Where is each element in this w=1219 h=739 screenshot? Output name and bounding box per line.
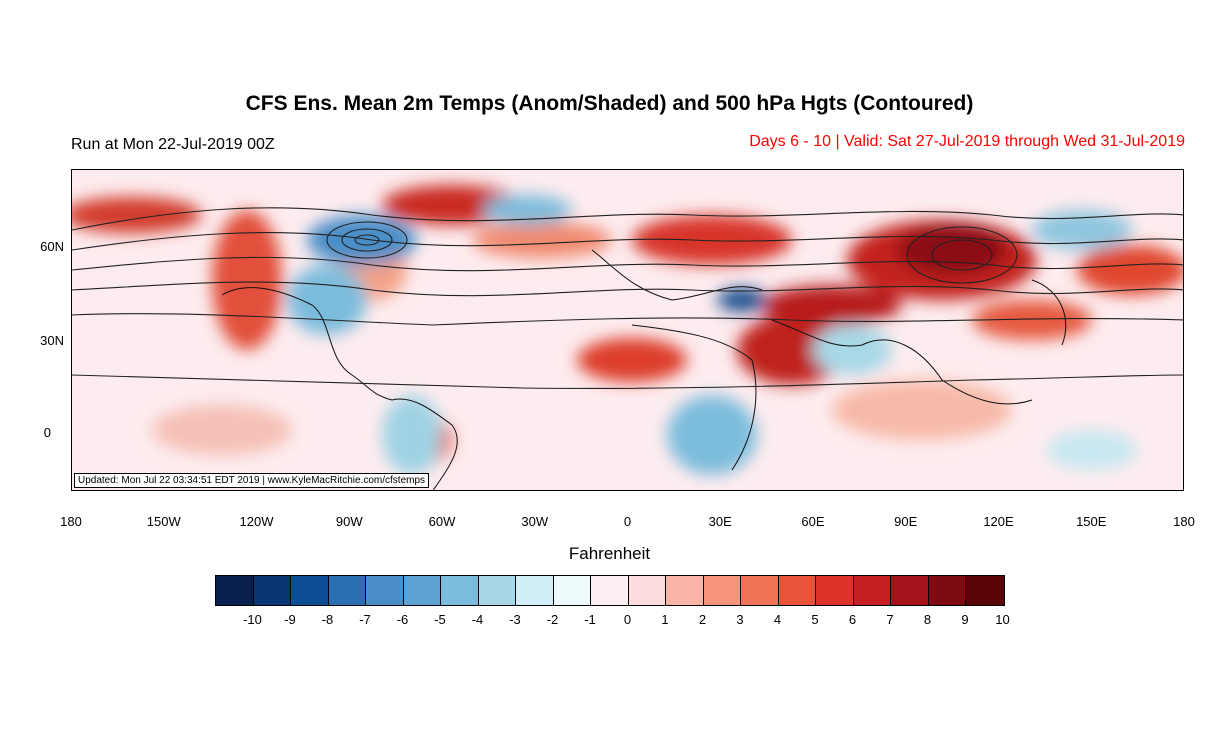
color-bar-tick-label: -2: [546, 612, 559, 627]
x-axis-label: 150E: [1076, 514, 1107, 529]
color-bar-tick-label: 1: [661, 612, 669, 627]
color-bar-box: [591, 576, 629, 605]
anomaly-map: [71, 169, 1184, 491]
color-bar-tick-label: 2: [698, 612, 707, 627]
x-axis-label: 180: [1173, 514, 1195, 529]
map-canvas: [72, 185, 1183, 490]
color-bar-box: [703, 576, 741, 605]
color-bar-box: [666, 576, 704, 605]
x-axis-label: 30E: [708, 514, 732, 529]
color-bar-tick-label: 10: [995, 612, 1010, 627]
color-bar-tick-label: 4: [773, 612, 782, 627]
x-axis-label: 60W: [428, 514, 456, 529]
color-bar-box: [553, 576, 591, 605]
color-bar-box: [403, 576, 441, 605]
color-bar-tick-label: -3: [509, 612, 521, 627]
color-bar-box: [328, 576, 366, 605]
color-bar-tick-label: -4: [471, 612, 484, 627]
color-bar-box: [928, 576, 966, 605]
color-bar-tick-label: -5: [434, 612, 446, 627]
color-bar-box: [853, 576, 891, 605]
color-bar-box: [478, 576, 516, 605]
x-axis-label: 180: [60, 514, 82, 529]
x-axis-label: 90E: [894, 514, 918, 529]
temperature-anomaly-shading: [72, 185, 1183, 475]
updated-timestamp: Updated: Mon Jul 22 03:34:51 EDT 2019 | …: [74, 473, 430, 488]
color-bar-box: [516, 576, 554, 605]
color-bar: [215, 575, 1005, 606]
x-axis-label: 150W: [146, 514, 181, 529]
valid-period-label: Days 6 - 10 | Valid: Sat 27-Jul-2019 thr…: [749, 133, 1185, 150]
color-bar-tick-label: 3: [736, 612, 744, 627]
color-bar-tick-label: -10: [243, 612, 262, 627]
x-axis-label: 0: [623, 514, 632, 529]
y-axis-label: 60N: [40, 239, 64, 254]
color-bar-box: [966, 576, 1004, 605]
color-bar-tick-label: -9: [284, 612, 296, 627]
x-axis-label: 120W: [239, 514, 274, 529]
color-bar-tick-label: 6: [848, 612, 857, 627]
legend-unit-title: Fahrenheit: [568, 544, 651, 563]
x-axis-label: 30W: [521, 514, 549, 529]
color-bar-box: [891, 576, 929, 605]
x-axis-label: 90W: [335, 514, 363, 529]
color-bar-box: [291, 576, 329, 605]
color-bar-tick-label: 0: [623, 612, 632, 627]
map-title: CFS Ens. Mean 2m Temps (Anom/Shaded) and…: [245, 92, 974, 115]
color-bar-box: [778, 576, 816, 605]
color-bar-tick-label: 5: [811, 612, 819, 627]
y-axis-label: 0: [43, 425, 51, 440]
color-bar-tick-label: -1: [584, 612, 596, 627]
color-bar-tick-label: -8: [321, 612, 334, 627]
color-bar-tick-label: 8: [923, 612, 932, 627]
x-axis-label: 60E: [801, 514, 825, 529]
color-bar-box: [816, 576, 854, 605]
color-bar-box: [216, 576, 254, 605]
color-bar-tick-label: 9: [961, 612, 969, 627]
y-axis-label: 30N: [40, 333, 64, 348]
color-bar-tick-label: 7: [886, 612, 894, 627]
color-bar-box: [366, 576, 404, 605]
color-bar-tick-label: -7: [359, 612, 371, 627]
color-bar-tick-label: -6: [396, 612, 409, 627]
color-bar-box: [741, 576, 779, 605]
color-bar-box: [441, 576, 479, 605]
color-bar-box: [628, 576, 666, 605]
color-bar-box: [253, 576, 291, 605]
x-axis-label: 120E: [983, 514, 1014, 529]
run-time-label: Run at Mon 22-Jul-2019 00Z: [71, 136, 275, 153]
